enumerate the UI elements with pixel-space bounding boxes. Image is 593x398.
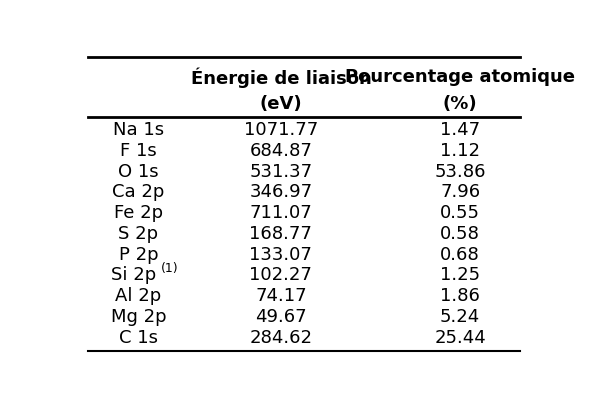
Text: 0.68: 0.68: [440, 246, 480, 264]
Text: Ca 2p: Ca 2p: [112, 183, 165, 201]
Text: 1.86: 1.86: [440, 287, 480, 305]
Text: 53.86: 53.86: [435, 163, 486, 181]
Text: O 1s: O 1s: [118, 163, 159, 181]
Text: 1.47: 1.47: [440, 121, 480, 139]
Text: 102.27: 102.27: [250, 266, 313, 285]
Text: 133.07: 133.07: [250, 246, 313, 264]
Text: Al 2p: Al 2p: [116, 287, 161, 305]
Text: 711.07: 711.07: [250, 204, 313, 222]
Text: (%): (%): [443, 95, 477, 113]
Text: 531.37: 531.37: [250, 163, 313, 181]
Text: 74.17: 74.17: [255, 287, 307, 305]
Text: 25.44: 25.44: [434, 329, 486, 347]
Text: 5.24: 5.24: [440, 308, 480, 326]
Text: 7.96: 7.96: [440, 183, 480, 201]
Text: 1.12: 1.12: [440, 142, 480, 160]
Text: 0.55: 0.55: [440, 204, 480, 222]
Text: (eV): (eV): [260, 95, 302, 113]
Text: P 2p: P 2p: [119, 246, 158, 264]
Text: 0.58: 0.58: [440, 225, 480, 243]
Text: Énergie de liaison: Énergie de liaison: [190, 68, 371, 88]
Text: Fe 2p: Fe 2p: [114, 204, 163, 222]
Text: 49.67: 49.67: [255, 308, 307, 326]
Text: 346.97: 346.97: [250, 183, 313, 201]
Text: S 2p: S 2p: [119, 225, 158, 243]
Text: 168.77: 168.77: [250, 225, 313, 243]
Text: C 1s: C 1s: [119, 329, 158, 347]
Text: 684.87: 684.87: [250, 142, 313, 160]
Text: 1071.77: 1071.77: [244, 121, 318, 139]
Text: Na 1s: Na 1s: [113, 121, 164, 139]
Text: (1): (1): [161, 262, 178, 275]
Text: Pourcentage atomique: Pourcentage atomique: [345, 68, 575, 86]
Text: F 1s: F 1s: [120, 142, 157, 160]
Text: 1.25: 1.25: [440, 266, 480, 285]
Text: Si 2p: Si 2p: [111, 266, 157, 285]
Text: Mg 2p: Mg 2p: [111, 308, 166, 326]
Text: 284.62: 284.62: [250, 329, 313, 347]
